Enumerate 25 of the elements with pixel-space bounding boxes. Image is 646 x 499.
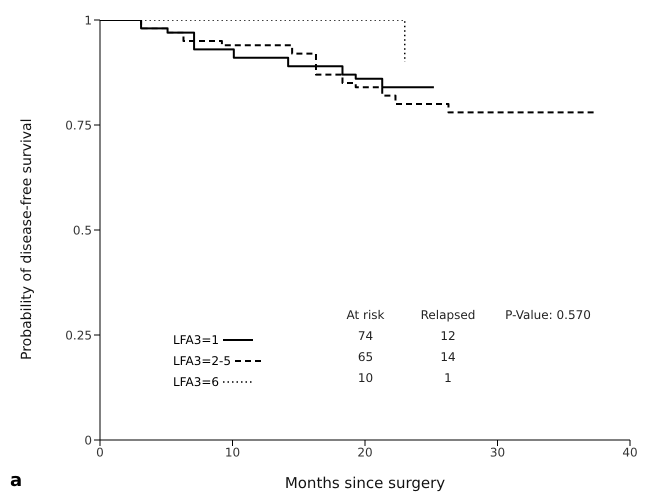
y-tick-label: 1 xyxy=(84,13,92,28)
annotation: 65 xyxy=(356,350,374,366)
y-tick-label: 0 xyxy=(84,433,92,448)
annotation: 12 xyxy=(439,329,457,345)
y-tick-label: 0.5 xyxy=(72,223,92,238)
x-tick-label: 40 xyxy=(622,446,638,460)
annotation: 1 xyxy=(443,371,453,387)
y-axis-title: Probability of disease-free survival xyxy=(18,118,35,360)
x-tick-label: 0 xyxy=(96,446,104,460)
legend-label: LFA3=2-5 xyxy=(173,354,231,368)
annotation: P-Value: 0.570 xyxy=(504,308,592,324)
x-tick-label: 20 xyxy=(357,446,373,460)
annotation: At risk xyxy=(346,308,386,324)
x-tick-label: 30 xyxy=(490,446,506,460)
annotation: Relapsed xyxy=(420,308,476,324)
annotation: 10 xyxy=(356,371,374,387)
annotation: 74 xyxy=(356,329,374,345)
legend-label: LFA3=6 xyxy=(173,374,220,388)
annotation: 14 xyxy=(439,350,457,366)
text: a xyxy=(10,470,22,491)
y-tick-label: 0.75 xyxy=(65,118,92,132)
y-tick-label: 0.25 xyxy=(65,328,92,342)
x-tick-label: 10 xyxy=(224,446,240,460)
legend-label: LFA3=1 xyxy=(173,332,220,346)
x-axis-title: Months since surgery xyxy=(284,474,446,492)
